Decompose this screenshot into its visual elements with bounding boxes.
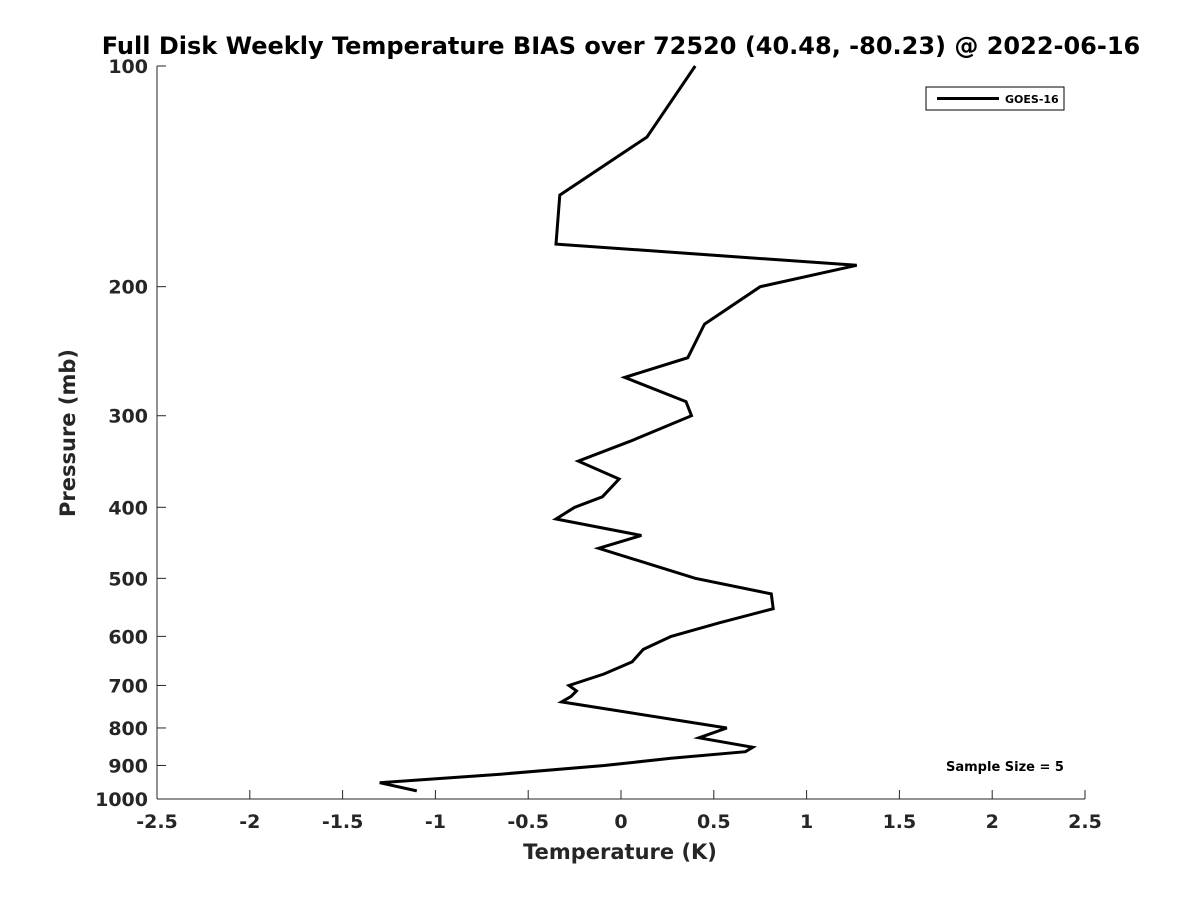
chart-title: Full Disk Weekly Temperature BIAS over 7… [102, 32, 1141, 60]
sample-size-annotation: Sample Size = 5 [946, 760, 1064, 775]
y-tick-label: 100 [108, 56, 148, 78]
y-tick-label: 500 [108, 568, 148, 590]
y-tick-label: 400 [108, 497, 148, 519]
x-tick-label: 1.5 [883, 811, 917, 833]
y-axis-label: Pressure (mb) [56, 349, 80, 517]
x-tick-label: -2.5 [136, 811, 178, 833]
y-axis-ticks: 100 200 300 400 500 600 700 800 900 1000 [95, 56, 166, 811]
x-tick-label: -2 [239, 811, 260, 833]
x-tick-label: -0.5 [507, 811, 549, 833]
x-tick-label: 0.5 [697, 811, 731, 833]
y-tick-label: 900 [108, 755, 148, 777]
x-tick-label: 2 [986, 811, 999, 833]
x-axis-label: Temperature (K) [523, 840, 717, 864]
legend-entry-label: GOES-16 [1005, 93, 1059, 106]
y-tick-label: 200 [108, 277, 148, 299]
y-tick-label: 700 [108, 675, 148, 697]
y-tick-label: 600 [108, 626, 148, 648]
x-axis-ticks: -2.5 -2 -1.5 -1 -0.5 0 0.5 1 1.5 2 2.5 [136, 790, 1102, 833]
plot-axes [156, 66, 1085, 800]
y-tick-label: 300 [108, 406, 148, 428]
y-tick-label: 800 [108, 718, 148, 740]
x-tick-label: 2.5 [1068, 811, 1102, 833]
x-tick-label: 1 [800, 811, 813, 833]
legend: GOES-16 [925, 86, 1065, 111]
x-tick-label: -1 [425, 811, 446, 833]
data-series [379, 65, 858, 793]
series-line-goes-16 [379, 65, 858, 793]
x-tick-label: -1.5 [322, 811, 364, 833]
y-tick-label: 1000 [95, 789, 148, 811]
x-tick-label: 0 [614, 811, 627, 833]
